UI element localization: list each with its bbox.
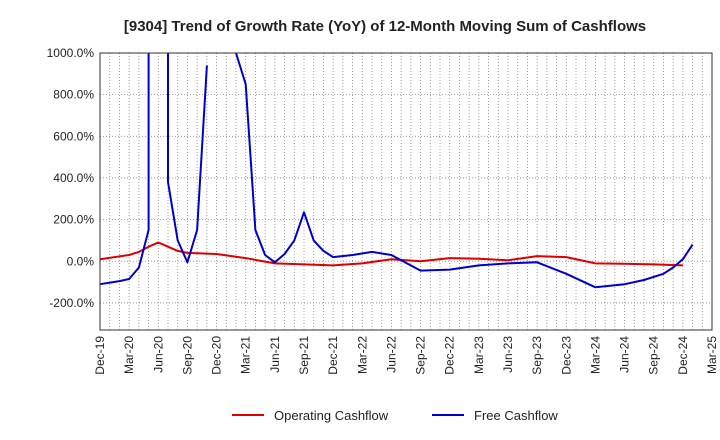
x-tick-label: Dec-24 <box>676 336 690 375</box>
y-tick-label: 1000.0% <box>47 46 95 60</box>
series-line-free-cashflow <box>99 52 694 289</box>
x-tick-label: Sep-23 <box>530 336 544 375</box>
x-tick-label: Sep-20 <box>180 336 194 375</box>
x-tick-label: Dec-21 <box>326 336 340 375</box>
y-tick-label: 600.0% <box>53 129 94 143</box>
y-tick-label: 400.0% <box>53 171 94 185</box>
x-tick-label: Dec-23 <box>559 336 573 375</box>
plot-area-frame <box>99 52 713 331</box>
y-tick-label: 800.0% <box>53 88 94 102</box>
x-tick-label: Jun-21 <box>268 336 282 373</box>
data-series <box>99 52 694 289</box>
series-line-operating-cashflow <box>99 241 683 267</box>
y-axis-tick-labels: 1000.0% 800.0% 600.0% 400.0% 200.0% 0.0% -200.… <box>47 46 95 310</box>
chart-title: [9304] Trend of Growth Rate (YoY) of 12-… <box>124 18 646 35</box>
x-tick-label: Jun-23 <box>501 336 515 373</box>
legend-label: Operating Cashflow <box>274 408 389 423</box>
grid-lines <box>99 52 713 330</box>
x-tick-label: Mar-24 <box>588 336 602 374</box>
x-tick-label: Mar-23 <box>472 336 486 374</box>
x-tick-label: Dec-20 <box>210 336 224 375</box>
x-tick-label: Mar-25 <box>705 336 719 374</box>
legend-label: Free Cashflow <box>474 408 558 423</box>
y-tick-label: 0.0% <box>67 254 95 268</box>
legend: Operating Cashflow Free Cashflow <box>232 408 558 423</box>
x-tick-label: Sep-24 <box>647 336 661 375</box>
x-tick-label: Sep-22 <box>414 336 428 375</box>
x-tick-label: Dec-22 <box>443 336 457 375</box>
x-tick-label: Jun-22 <box>384 336 398 373</box>
x-tick-label: Jun-20 <box>151 336 165 373</box>
y-tick-label: 200.0% <box>53 213 94 227</box>
x-axis-tick-labels: Dec-19 Mar-20 Jun-20 Sep-20 Dec-20 Mar-21 Jun-… <box>93 336 719 375</box>
y-tick-label: -200.0% <box>49 296 94 310</box>
x-tick-label: Dec-19 <box>93 336 107 375</box>
x-tick-label: Jun-24 <box>618 336 632 373</box>
x-tick-label: Mar-21 <box>239 336 253 374</box>
x-tick-label: Sep-21 <box>297 336 311 375</box>
x-tick-label: Mar-20 <box>122 336 136 374</box>
x-tick-label: Mar-22 <box>355 336 369 374</box>
